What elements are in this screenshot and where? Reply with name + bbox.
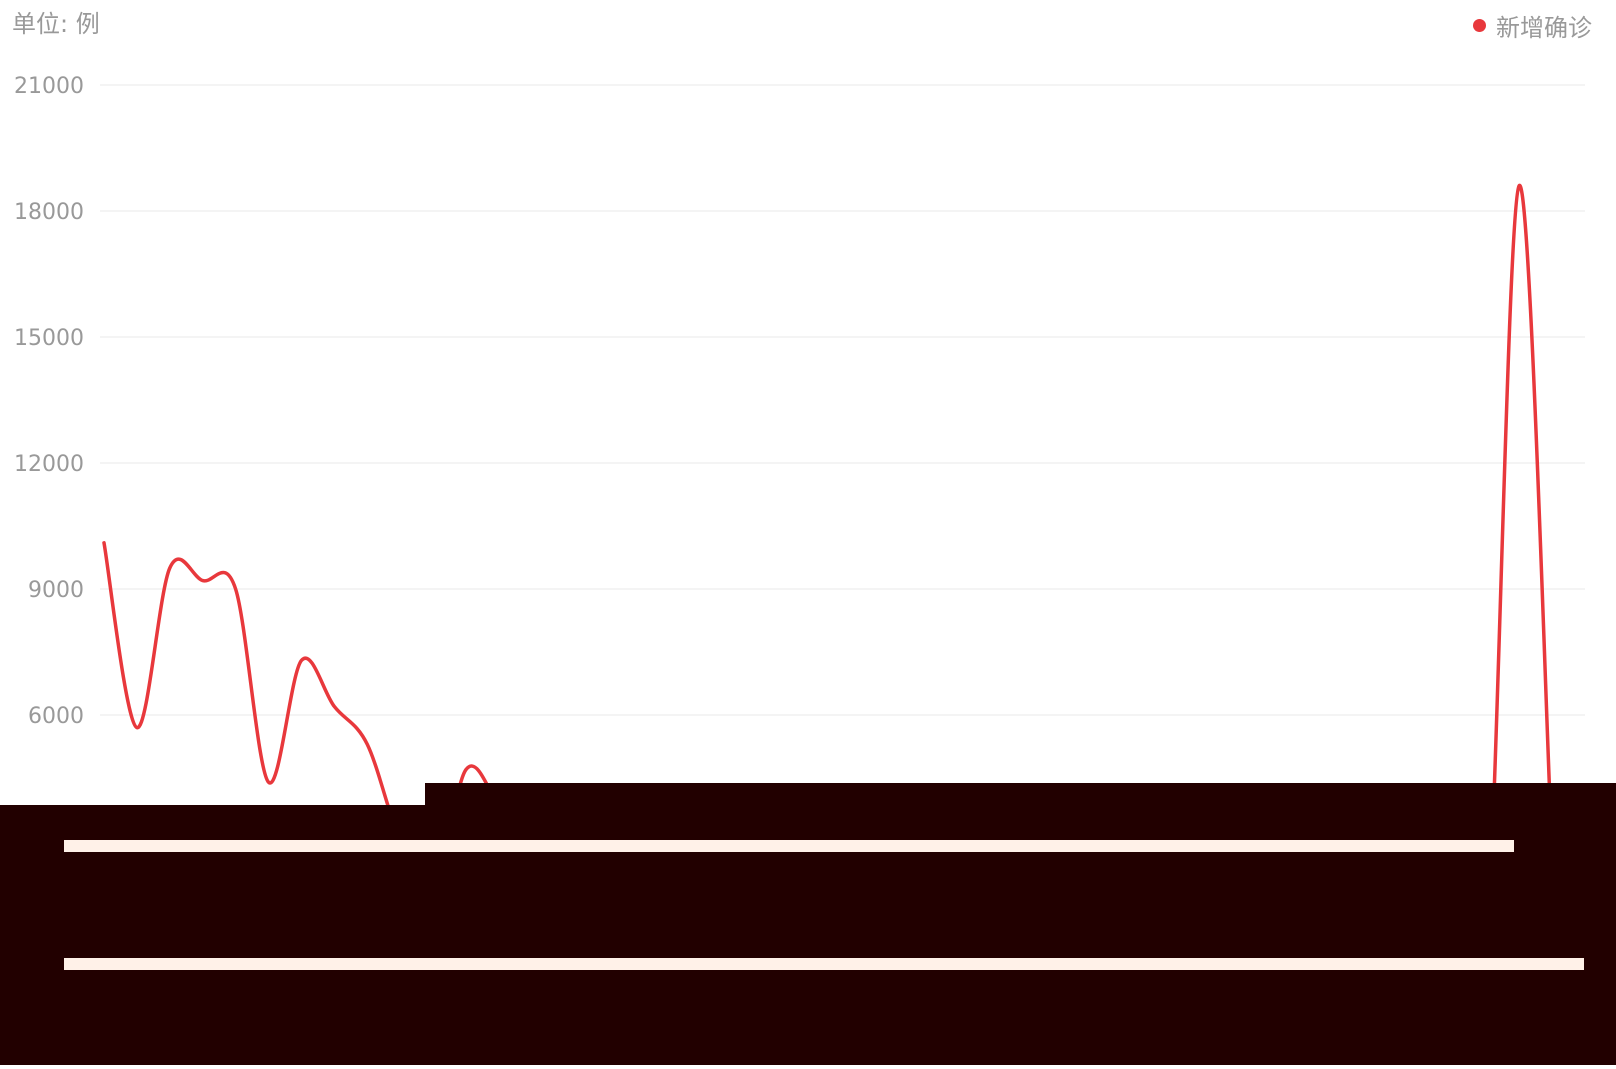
y-axis-ticks: 21000 18000 15000 12000 9000 6000 xyxy=(14,74,84,729)
overlay-stripe-1 xyxy=(64,840,1514,852)
overlay-stripe-2 xyxy=(64,958,1584,970)
overlay-block-top xyxy=(425,783,1616,807)
y-tick-label: 9000 xyxy=(28,578,84,603)
y-tick-label: 12000 xyxy=(14,452,84,477)
y-tick-label: 18000 xyxy=(14,200,84,225)
legend-label: 新增确诊 xyxy=(1496,14,1592,42)
grid-layer xyxy=(100,84,1585,716)
y-tick-label: 6000 xyxy=(28,704,84,729)
legend[interactable]: 新增确诊 xyxy=(1473,8,1592,43)
unit-label: 单位: 例 xyxy=(12,10,100,38)
y-tick-label: 15000 xyxy=(14,326,84,351)
legend-dot-icon xyxy=(1473,19,1486,32)
y-tick-label: 21000 xyxy=(14,74,84,99)
